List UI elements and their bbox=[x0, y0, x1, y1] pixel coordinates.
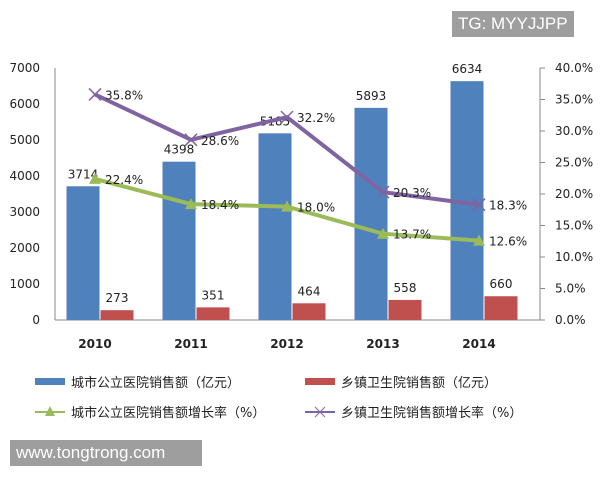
line-data-label: 12.6% bbox=[489, 235, 527, 249]
bar-data-label: 4398 bbox=[164, 143, 195, 157]
x-tick-label: 2010 bbox=[78, 337, 111, 351]
bar-city bbox=[354, 107, 388, 321]
legend-x-marker bbox=[314, 406, 326, 418]
line-data-label: 18.0% bbox=[297, 201, 335, 215]
right-tick-label: 35.0% bbox=[555, 93, 593, 107]
bar-data-label: 6634 bbox=[452, 62, 483, 76]
bar-data-label: 660 bbox=[490, 277, 513, 291]
legend-swatch bbox=[305, 378, 335, 385]
x-marker bbox=[280, 110, 294, 124]
triangle-marker bbox=[89, 172, 101, 184]
triangle-marker bbox=[281, 200, 293, 212]
line-data-label: 20.3% bbox=[393, 186, 431, 200]
bar-data-label: 351 bbox=[202, 288, 225, 302]
line-data-label: 35.8% bbox=[105, 88, 143, 102]
bar-data-label: 558 bbox=[394, 281, 417, 295]
left-tick-label: 1000 bbox=[9, 277, 40, 291]
bar-city bbox=[258, 133, 292, 320]
bar-city bbox=[162, 161, 196, 320]
bar-township bbox=[484, 296, 518, 320]
watermark-bottom: www.tongtrong.com bbox=[10, 440, 202, 466]
line-data-label: 13.7% bbox=[393, 228, 431, 242]
triangle-marker bbox=[377, 227, 389, 239]
triangle-marker bbox=[473, 234, 485, 246]
legend-triangle-marker bbox=[45, 406, 55, 416]
right-tick-label: 30.0% bbox=[555, 124, 593, 138]
bar-township bbox=[388, 299, 422, 320]
left-tick-label: 2000 bbox=[9, 241, 40, 255]
x-marker bbox=[472, 198, 486, 212]
bar-township bbox=[196, 307, 230, 320]
line-data-label: 18.3% bbox=[489, 199, 527, 213]
x-marker bbox=[376, 185, 390, 199]
bar-data-label: 5893 bbox=[356, 89, 387, 103]
line-data-label: 18.4% bbox=[201, 198, 239, 212]
right-tick-label: 10.0% bbox=[555, 250, 593, 264]
right-tick-label: 5.0% bbox=[555, 282, 586, 296]
watermark-top: TG: MYYJJPP bbox=[452, 11, 574, 37]
left-tick-label: 0 bbox=[32, 313, 40, 327]
left-tick-label: 6000 bbox=[9, 97, 40, 111]
x-tick-label: 2011 bbox=[174, 337, 207, 351]
x-tick-label: 2013 bbox=[366, 337, 399, 351]
legend-swatch bbox=[35, 378, 65, 385]
bar-data-label: 464 bbox=[298, 284, 321, 298]
x-tick-label: 2012 bbox=[270, 337, 303, 351]
legend-label: 乡镇卫生院销售额（亿元） bbox=[341, 375, 497, 391]
bar-township bbox=[100, 310, 134, 320]
right-tick-label: 15.0% bbox=[555, 219, 593, 233]
right-tick-label: 0.0% bbox=[555, 313, 586, 327]
left-tick-label: 4000 bbox=[9, 169, 40, 183]
bar-township bbox=[292, 303, 326, 320]
line-data-label: 22.4% bbox=[105, 173, 143, 187]
x-tick-label: 2014 bbox=[462, 337, 495, 351]
left-tick-label: 5000 bbox=[9, 133, 40, 147]
left-tick-label: 7000 bbox=[9, 61, 40, 75]
right-tick-label: 40.0% bbox=[555, 61, 593, 75]
right-tick-label: 20.0% bbox=[555, 187, 593, 201]
x-marker bbox=[88, 87, 102, 101]
line-data-label: 28.6% bbox=[201, 134, 239, 148]
legend-label: 城市公立医院销售额（亿元） bbox=[71, 375, 240, 391]
right-tick-label: 25.0% bbox=[555, 156, 593, 170]
x-marker bbox=[184, 133, 198, 147]
legend-label: 乡镇卫生院销售额增长率（%） bbox=[341, 405, 522, 421]
bar-city bbox=[66, 186, 100, 320]
legend-label: 城市公立医院销售额增长率（%） bbox=[71, 405, 265, 421]
triangle-marker bbox=[185, 198, 197, 210]
bar-data-label: 273 bbox=[106, 291, 129, 305]
line-data-label: 32.2% bbox=[297, 111, 335, 125]
bar-data-label: 3714 bbox=[68, 167, 99, 181]
left-tick-label: 3000 bbox=[9, 205, 40, 219]
